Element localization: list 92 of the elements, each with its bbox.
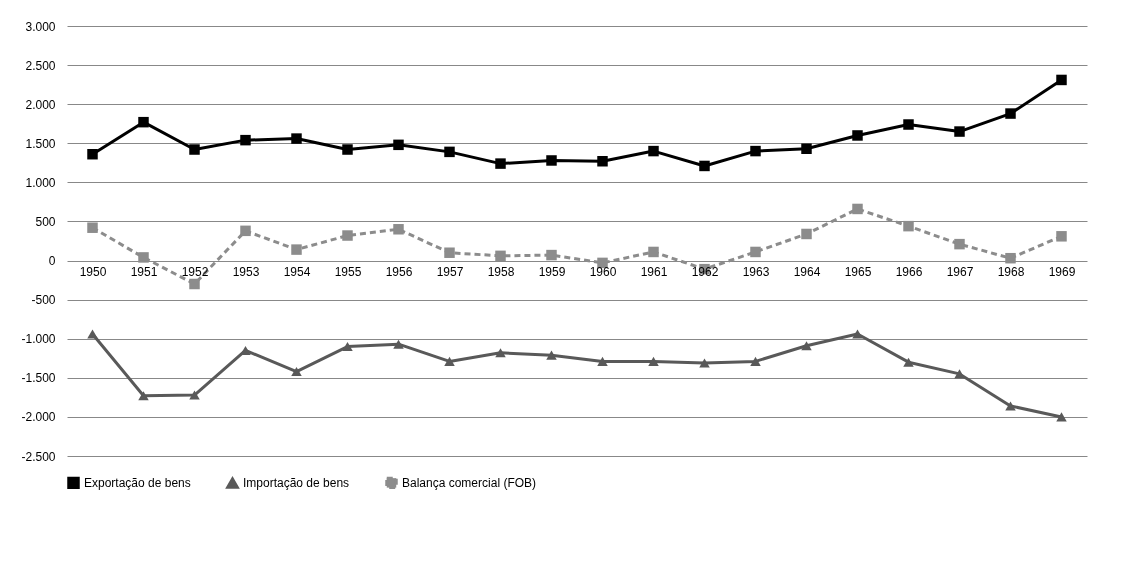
x-tick-label: 1954 <box>283 265 311 280</box>
point <box>291 133 302 144</box>
x-tick-label: 1955 <box>334 265 362 280</box>
point <box>648 145 659 157</box>
point <box>495 158 506 169</box>
point <box>801 143 812 154</box>
legend-label: Importação de bens <box>243 476 350 491</box>
point <box>1005 108 1016 119</box>
legend-label: Exportação de bens <box>84 475 191 490</box>
x-tick-label: 1967 <box>946 265 974 280</box>
y-tick-label: 1.500 <box>25 136 56 151</box>
x-tick-label: 1953 <box>232 265 260 280</box>
point <box>1005 401 1016 411</box>
point <box>342 144 353 155</box>
point <box>750 145 761 157</box>
point <box>138 252 149 263</box>
y-tick-label: 1.000 <box>25 175 56 190</box>
point <box>801 341 812 351</box>
y-tick-label: -1.000 <box>21 332 56 347</box>
point <box>87 222 98 233</box>
point <box>597 156 608 167</box>
point <box>852 203 863 215</box>
point <box>291 367 302 377</box>
point <box>393 339 404 349</box>
x-tick-label: 1963 <box>742 265 770 280</box>
y-tick-label: -500 <box>31 293 56 308</box>
x-tick-label: 1952 <box>181 265 209 280</box>
point <box>495 250 506 262</box>
point <box>903 220 914 232</box>
point <box>750 246 761 258</box>
point <box>189 390 200 400</box>
point <box>852 329 863 339</box>
point <box>87 148 98 160</box>
point <box>954 126 965 137</box>
point <box>546 249 557 261</box>
x-tick-label: 1960 <box>589 265 617 280</box>
point <box>597 356 608 366</box>
y-tick-label: 2.500 <box>25 58 56 73</box>
y-tick-label: 500 <box>35 214 56 229</box>
point <box>1056 74 1067 86</box>
point <box>648 356 659 366</box>
point <box>750 356 761 366</box>
point <box>903 119 914 130</box>
point <box>87 329 98 339</box>
point <box>291 244 302 255</box>
y-tick-label: -2.500 <box>21 449 56 464</box>
point <box>1056 231 1067 242</box>
x-tick-label: 1956 <box>385 265 413 280</box>
x-tick-label: 1965 <box>844 265 872 280</box>
point <box>189 144 200 155</box>
x-tick-label: 1962 <box>691 265 719 280</box>
point <box>546 350 557 360</box>
point <box>546 155 557 166</box>
point <box>138 116 149 128</box>
point <box>699 160 710 172</box>
point <box>903 357 914 367</box>
point <box>1005 252 1016 264</box>
x-tick-label: 1964 <box>793 265 821 280</box>
point <box>444 146 455 158</box>
point <box>801 228 812 240</box>
y-tick-label: 0 <box>48 254 56 269</box>
point <box>393 224 404 235</box>
y-tick-label: 3.000 <box>25 19 56 34</box>
x-tick-label: 1968 <box>997 265 1025 280</box>
point <box>393 139 404 151</box>
point <box>342 230 353 241</box>
point <box>954 238 965 250</box>
point <box>852 130 863 141</box>
x-tick-label: 1958 <box>487 265 515 280</box>
x-tick-label: 1969 <box>1048 265 1076 280</box>
point <box>240 134 251 146</box>
x-tick-label: 1950 <box>79 265 107 280</box>
x-tick-label: 1951 <box>130 265 158 280</box>
legend-label: Balança comercial (FOB) <box>402 475 537 490</box>
point <box>954 369 965 379</box>
point <box>699 358 710 368</box>
point <box>495 348 506 358</box>
point <box>648 246 659 258</box>
point <box>1056 412 1067 422</box>
y-tick-label: 2.000 <box>25 97 56 112</box>
x-tick-label: 1957 <box>436 265 464 280</box>
y-tick-label: -1.500 <box>21 371 56 386</box>
point <box>240 225 251 237</box>
x-tick-label: 1961 <box>640 265 668 280</box>
point <box>444 247 455 258</box>
x-tick-label: 1959 <box>538 265 566 280</box>
point <box>342 342 353 352</box>
point <box>138 391 149 401</box>
x-tick-label: 1966 <box>895 265 923 280</box>
point <box>444 356 455 366</box>
y-tick-label: -2.000 <box>21 410 56 425</box>
point <box>189 278 200 290</box>
